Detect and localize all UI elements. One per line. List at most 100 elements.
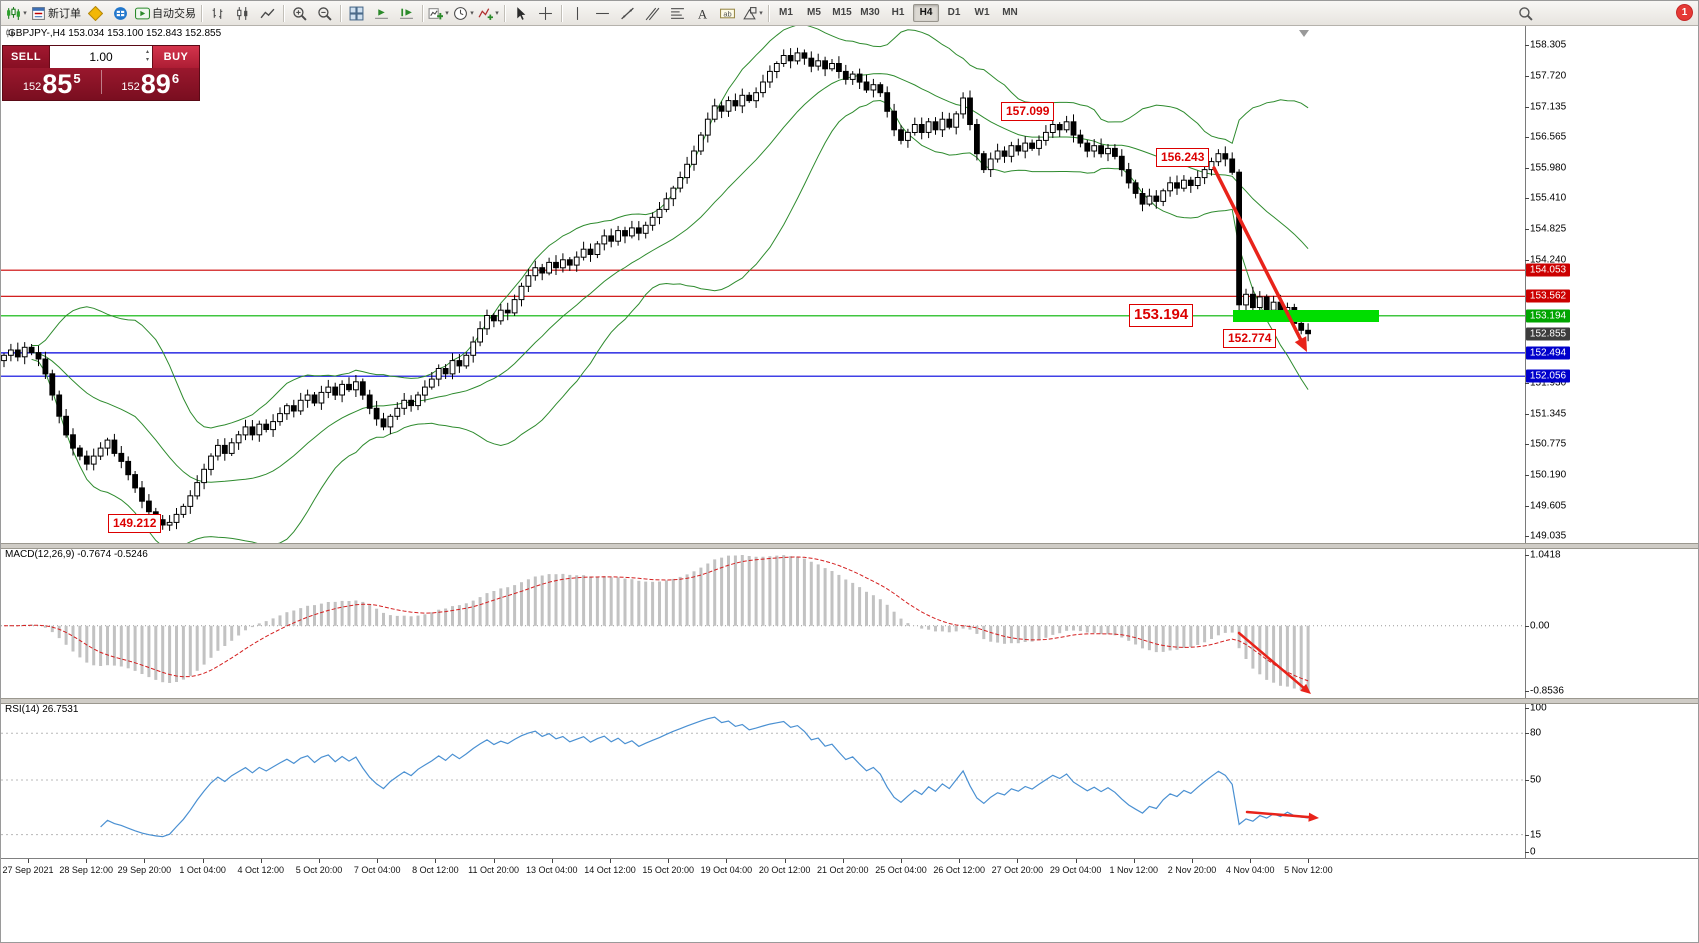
time-tick	[1075, 859, 1077, 863]
price-tag: 152.494	[1526, 346, 1570, 360]
new-chart-button[interactable]: ▾	[4, 3, 29, 23]
axis-label: 15	[1530, 829, 1542, 841]
timeframe-w1-button[interactable]: W1	[974, 7, 990, 18]
hline-button[interactable]	[590, 3, 615, 23]
channel-button[interactable]	[640, 3, 665, 23]
rsi-chart[interactable]	[1, 702, 1699, 858]
channel-icon	[645, 6, 660, 21]
new-chart2-button[interactable]: ▾	[426, 3, 451, 23]
candles[interactable]	[1, 47, 1311, 531]
time-axis[interactable]: 27 Sep 2021 28 Sep 12:00 29 Sep 20:00 1 Oct…	[1, 858, 1698, 879]
tile-windows-button[interactable]	[344, 3, 369, 23]
price-callout[interactable]: 152.774	[1223, 329, 1277, 348]
tile-windows-icon	[349, 6, 364, 21]
price-callout[interactable]: 157.099	[1001, 102, 1055, 121]
main-chart-panel[interactable]: GBPJPY-,H4 153.034 153.100 152.843 152.8…	[1, 25, 1699, 543]
axis-label: 154.825	[1530, 223, 1567, 235]
zoom-in-button[interactable]	[287, 3, 312, 23]
axis-tick	[1525, 834, 1529, 836]
highlight-rectangle[interactable]	[1233, 310, 1379, 322]
axis-tick	[1525, 444, 1529, 446]
toolbar-separator	[340, 4, 341, 22]
autotrading-icon	[135, 6, 150, 21]
search-button[interactable]	[1513, 4, 1538, 22]
timeframe-m1-button[interactable]: M1	[779, 7, 793, 18]
zoom-out-icon	[317, 6, 332, 21]
toolbar-separator	[504, 4, 505, 22]
timeframe-m30-button[interactable]: M30	[860, 7, 880, 18]
volume-input[interactable]: 1.00 ▴ ▾	[50, 46, 152, 68]
axis-label: 156.565	[1530, 131, 1567, 143]
time-tick	[319, 859, 320, 863]
time-tick	[1192, 859, 1193, 863]
terminal-button[interactable]	[108, 3, 133, 23]
trend-arrow[interactable]	[1212, 166, 1305, 346]
timeframe-h1-button[interactable]: H1	[891, 7, 905, 18]
fibonacci-button[interactable]	[665, 3, 690, 23]
svg-text:ab: ab	[723, 9, 731, 18]
toolbar-separator	[561, 4, 562, 22]
candle-chart-button[interactable]	[230, 3, 255, 23]
chart-shift-button[interactable]	[394, 3, 419, 23]
bid-big: 85	[42, 69, 73, 99]
price-callout[interactable]: 149.212	[108, 514, 162, 533]
vline-button[interactable]	[565, 3, 590, 23]
buy-button[interactable]: BUY	[152, 46, 199, 68]
timeframe-m5-button[interactable]: M5	[807, 7, 821, 18]
ask-prefix: 152	[121, 81, 140, 93]
bar-chart-button[interactable]	[205, 3, 230, 23]
notification-badge[interactable]: 1	[1677, 5, 1692, 20]
shapes-button[interactable]: ▾	[740, 3, 765, 23]
crosshair-button[interactable]	[533, 3, 558, 23]
bid-price[interactable]: 152 85 5	[3, 69, 101, 99]
timeframe-m15-button[interactable]: M15	[832, 7, 852, 18]
metaeditor-button[interactable]	[83, 3, 108, 23]
trend-arrow[interactable]	[1245, 810, 1314, 819]
zoom-out-button[interactable]	[312, 3, 337, 23]
toolbar-separator	[283, 4, 284, 22]
panel-separator[interactable]	[1, 698, 1698, 704]
cursor-button[interactable]	[508, 3, 533, 23]
hline-icon	[595, 6, 610, 21]
axis-tick	[1525, 260, 1529, 262]
macd-panel[interactable]: MACD(12,26,9) -0.7674 -0.5246 1.0418 0.00…	[1, 547, 1699, 698]
axis-label: 0	[1530, 846, 1536, 858]
macd-chart[interactable]	[1, 547, 1699, 698]
indicators-button[interactable]: ▾	[476, 3, 501, 23]
time-axis-label: 11 Oct 20:00	[468, 865, 520, 875]
ask-big: 89	[140, 69, 171, 99]
indicators-caret-icon: ▾	[495, 10, 499, 17]
sell-button[interactable]: SELL	[3, 46, 50, 68]
rsi-panel[interactable]: RSI(14) 26.7531 100 80 50 15 0	[1, 702, 1699, 858]
new-order-button[interactable]: 新订单	[29, 3, 83, 23]
axis-tick	[1525, 691, 1529, 692]
price-tag: 153.562	[1526, 289, 1570, 303]
autotrading-button[interactable]: 自动交易	[133, 3, 198, 23]
axis-label: 158.305	[1530, 39, 1567, 51]
timeframe-d1-button[interactable]: D1	[947, 7, 961, 18]
price-tag: 153.194	[1526, 309, 1570, 323]
axis-label: 80	[1530, 727, 1542, 739]
timeframe-mn-button[interactable]: MN	[1002, 7, 1018, 18]
auto-scroll-button[interactable]	[369, 3, 394, 23]
trend-arrow[interactable]	[1237, 631, 1308, 691]
timeframe-h4-button[interactable]: H4	[913, 4, 939, 22]
text-icon: A	[695, 6, 710, 21]
axis-label: 151.345	[1530, 408, 1567, 420]
text-button[interactable]: A	[690, 3, 715, 23]
new-chart-caret-icon: ▾	[23, 10, 27, 17]
rsi-line	[100, 716, 1309, 838]
time-tick	[726, 859, 728, 863]
panel-separator[interactable]	[1, 543, 1698, 549]
line-chart-button[interactable]	[255, 3, 280, 23]
label-button[interactable]: ab	[715, 3, 740, 23]
periods-caret-icon: ▾	[470, 10, 474, 17]
price-callout[interactable]: 153.194	[1129, 304, 1194, 327]
candlestick-chart[interactable]	[1, 25, 1699, 543]
time-axis-label: 5 Nov 12:00	[1284, 865, 1333, 875]
volume-spinner-icon[interactable]: ▴ ▾	[145, 49, 149, 63]
ask-price[interactable]: 152 89 6	[102, 69, 200, 99]
trendline-button[interactable]	[615, 3, 640, 23]
periods-button[interactable]: ▾	[451, 3, 476, 23]
price-callout[interactable]: 156.243	[1156, 148, 1210, 167]
